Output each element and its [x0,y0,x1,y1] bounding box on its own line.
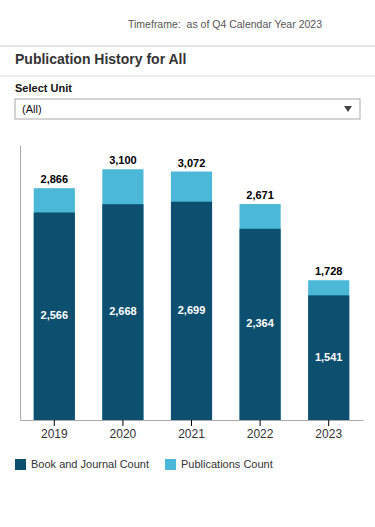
data-label: 2,364 [246,317,274,329]
title: Publication History for All [15,51,186,67]
bar [171,202,212,420]
x-tick-mark [191,420,192,426]
x-tick-label: 2020 [110,427,137,441]
chart-svg: Timeframe: as of Q4 Calendar Year 2023 Pu… [0,0,375,527]
legend-item: Book and Journal Count [15,458,149,470]
x-tick-label: 2021 [178,427,205,441]
x-tick-label: 2019 [41,427,68,441]
dropdown-box[interactable] [15,99,360,119]
bar [34,212,75,420]
data-label: 1,541 [315,351,343,363]
select-label: Select Unit [15,82,72,94]
data-label: 2,699 [178,304,206,316]
dropdown-arrow[interactable] [344,106,352,112]
data-label: 2,671 [246,189,274,201]
legend-swatch [165,459,176,470]
divider [0,76,375,77]
y-axis-line [20,146,21,421]
bar [34,188,75,420]
legend-item: Publications Count [165,458,273,470]
plot-area [34,169,350,420]
legend-label: Book and Journal Count [31,458,149,470]
x-tick-mark [328,420,329,426]
data-label: 2,566 [41,309,69,321]
x-tick-label: 2022 [247,427,274,441]
x-tick: 2023 [315,420,342,441]
bar [308,280,349,420]
x-tick-mark [260,420,261,426]
legend-label: Publications Count [181,458,273,470]
bar [102,204,143,420]
bar-series [34,202,350,420]
x-tick: 2020 [110,420,137,441]
bar [240,204,281,420]
x-tick-label: 2023 [315,427,342,441]
dropdown-value[interactable]: (All) [22,103,42,115]
legend: Book and Journal Count Publications Count [15,458,273,470]
bar [308,295,349,420]
x-axis: 2019 2020 2021 2022 2023 [21,420,364,441]
x-tick-mark [122,420,123,426]
x-tick: 2021 [178,420,205,441]
bar [240,229,281,420]
x-tick-mark [54,420,55,426]
dropdown[interactable]: (All) [15,99,360,119]
x-tick: 2022 [247,420,274,441]
bar [102,169,143,420]
data-label: 2,866 [41,173,69,185]
data-label: 1,728 [315,265,343,277]
divider [0,46,375,47]
header-text: Timeframe: as of Q4 Calendar Year 2023 [128,18,322,30]
bar [171,172,212,420]
y-axis [20,146,21,421]
bar-series [34,169,350,420]
data-label: 2,668 [109,305,137,317]
legend-swatch [15,459,26,470]
data-label: 3,100 [109,154,137,166]
x-tick: 2019 [41,420,68,441]
data-labels: 2,866 3,100 3,072 2,671 1,728 2,566 2,668 2,699… [41,154,343,362]
data-label: 3,072 [178,157,206,169]
